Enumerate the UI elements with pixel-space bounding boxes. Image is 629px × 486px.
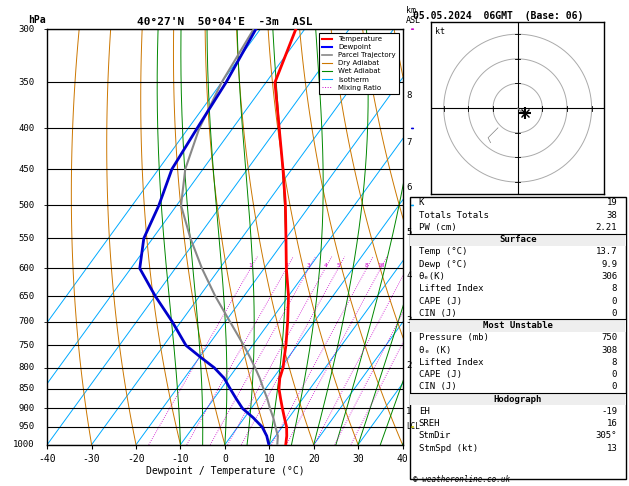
Text: 38: 38 [606, 211, 617, 220]
Text: 400: 400 [19, 124, 35, 133]
Text: km
ASL: km ASL [406, 6, 421, 25]
Text: 600: 600 [19, 264, 35, 273]
Text: 0: 0 [612, 296, 617, 306]
Text: 2: 2 [285, 263, 289, 268]
Text: 13.7: 13.7 [596, 247, 617, 257]
Text: PW (cm): PW (cm) [419, 223, 457, 232]
Text: 0: 0 [612, 382, 617, 391]
Text: 5: 5 [406, 227, 411, 237]
Text: 9.9: 9.9 [601, 260, 617, 269]
Text: 0: 0 [612, 370, 617, 379]
Text: 950: 950 [19, 422, 35, 432]
Text: 2.21: 2.21 [596, 223, 617, 232]
Text: 4: 4 [406, 271, 411, 280]
Text: StmSpd (kt): StmSpd (kt) [419, 444, 478, 452]
Text: 500: 500 [19, 201, 35, 210]
Text: Pressure (mb): Pressure (mb) [419, 333, 489, 342]
Text: SREH: SREH [419, 419, 440, 428]
Text: 305°: 305° [596, 431, 617, 440]
Text: Hodograph: Hodograph [494, 395, 542, 403]
Text: 2: 2 [406, 361, 411, 370]
Text: Totals Totals: Totals Totals [419, 211, 489, 220]
Text: 4: 4 [323, 263, 327, 268]
Bar [410, 234, 626, 246]
Text: 19: 19 [606, 198, 617, 208]
Text: Surface: Surface [499, 235, 537, 244]
Text: 308: 308 [601, 346, 617, 354]
Text: © weatheronline.co.uk: © weatheronline.co.uk [413, 474, 509, 484]
Text: 900: 900 [19, 404, 35, 413]
Text: 650: 650 [19, 292, 35, 300]
Text: CIN (J): CIN (J) [419, 382, 457, 391]
Text: 750: 750 [601, 333, 617, 342]
Text: 7: 7 [406, 139, 411, 147]
Text: 850: 850 [19, 384, 35, 393]
Text: θₑ (K): θₑ (K) [419, 346, 451, 354]
Text: 10: 10 [377, 263, 384, 268]
Text: θₑ(K): θₑ(K) [419, 272, 445, 281]
Text: 0: 0 [612, 309, 617, 318]
Text: 700: 700 [19, 317, 35, 326]
Text: 550: 550 [19, 234, 35, 243]
Text: 13: 13 [606, 444, 617, 452]
Bar [410, 319, 626, 331]
Legend: Temperature, Dewpoint, Parcel Trajectory, Dry Adiabat, Wet Adiabat, Isotherm, Mi: Temperature, Dewpoint, Parcel Trajectory… [318, 33, 399, 94]
Text: 300: 300 [19, 25, 35, 34]
Text: 8: 8 [612, 358, 617, 367]
Text: 750: 750 [19, 341, 35, 350]
Text: Temp (°C): Temp (°C) [419, 247, 467, 257]
Text: StmDir: StmDir [419, 431, 451, 440]
Text: Dewp (°C): Dewp (°C) [419, 260, 467, 269]
Text: 1: 1 [406, 407, 411, 416]
Text: 350: 350 [19, 78, 35, 87]
Text: Lifted Index: Lifted Index [419, 284, 483, 293]
Text: Most Unstable: Most Unstable [483, 321, 553, 330]
Text: kt: kt [435, 27, 445, 36]
Text: 5: 5 [337, 263, 340, 268]
Text: 306: 306 [601, 272, 617, 281]
Text: 8: 8 [365, 263, 369, 268]
Text: 8: 8 [612, 284, 617, 293]
Text: 1: 1 [248, 263, 252, 268]
Text: K: K [419, 198, 424, 208]
Text: 450: 450 [19, 165, 35, 174]
Text: EH: EH [419, 407, 430, 416]
Text: 05.05.2024  06GMT  (Base: 06): 05.05.2024 06GMT (Base: 06) [413, 11, 583, 21]
Text: 8: 8 [406, 91, 411, 101]
Title: 40°27'N  50°04'E  -3m  ASL: 40°27'N 50°04'E -3m ASL [137, 17, 313, 27]
Text: 3: 3 [307, 263, 311, 268]
Text: CIN (J): CIN (J) [419, 309, 457, 318]
Text: hPa: hPa [28, 15, 45, 25]
Text: 3: 3 [406, 315, 411, 325]
Bar [410, 393, 626, 405]
X-axis label: Dewpoint / Temperature (°C): Dewpoint / Temperature (°C) [145, 467, 304, 476]
Text: -19: -19 [601, 407, 617, 416]
Text: 6: 6 [406, 183, 411, 191]
Text: 800: 800 [19, 363, 35, 372]
Text: 16: 16 [606, 419, 617, 428]
Text: CAPE (J): CAPE (J) [419, 370, 462, 379]
Text: LCL: LCL [406, 422, 420, 432]
Text: 1000: 1000 [13, 440, 35, 449]
Text: CAPE (J): CAPE (J) [419, 296, 462, 306]
Text: Lifted Index: Lifted Index [419, 358, 483, 367]
